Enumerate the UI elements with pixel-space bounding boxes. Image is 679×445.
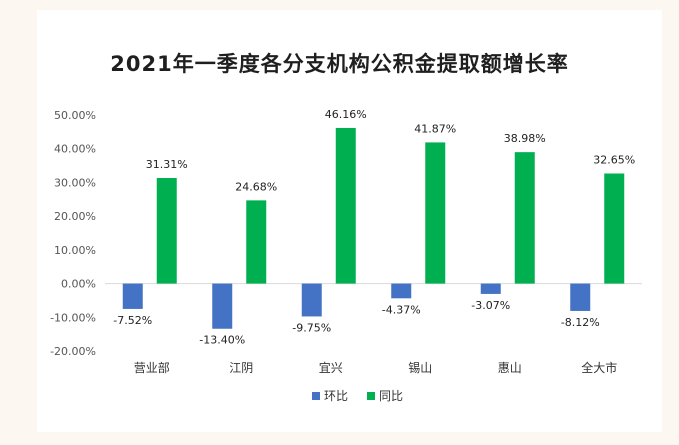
data-label: -7.52% <box>113 314 152 327</box>
legend-swatch <box>367 392 375 400</box>
chart-title: 2021年一季度各分支机构公积金提取额增长率 <box>110 52 569 76</box>
category-label: 营业部 <box>134 360 170 375</box>
y-tick-label: -10.00% <box>50 311 96 324</box>
y-tick-label: -20.00% <box>50 345 96 358</box>
y-tick-label: 10.00% <box>54 244 96 257</box>
data-label: 41.87% <box>414 122 456 135</box>
y-tick-label: 40.00% <box>54 143 96 156</box>
bar-mom <box>212 283 233 329</box>
data-label: 32.65% <box>593 153 635 166</box>
bar-mom <box>570 283 591 311</box>
data-label: -13.40% <box>199 334 245 347</box>
bar-mom <box>122 283 143 309</box>
bar-yoy <box>335 127 356 284</box>
legend-swatch <box>312 392 320 400</box>
legend-label: 同比 <box>379 389 403 403</box>
data-label: 31.31% <box>146 158 188 171</box>
legend-label: 环比 <box>324 389 348 403</box>
category-label: 惠山 <box>498 361 522 375</box>
bar-yoy <box>246 200 267 284</box>
category-label: 宜兴 <box>319 360 343 375</box>
y-tick-label: 20.00% <box>54 210 96 223</box>
category-label: 锡山 <box>408 360 432 375</box>
bar-yoy <box>425 142 446 284</box>
bar-mom <box>301 283 322 317</box>
bar-mom <box>391 283 412 299</box>
data-label: -3.07% <box>471 299 510 312</box>
y-tick-label: 30.00% <box>54 176 96 189</box>
y-tick-label: 50.00% <box>54 109 96 122</box>
data-label: -9.75% <box>292 321 331 334</box>
data-label: 46.16% <box>325 108 367 121</box>
data-label: 38.98% <box>504 132 546 145</box>
bar-yoy <box>604 173 625 284</box>
y-tick-label: 0.00% <box>61 278 96 291</box>
data-label: -8.12% <box>561 316 600 329</box>
category-label: 全大市 <box>581 360 617 375</box>
bar-yoy <box>156 178 177 284</box>
data-label: -4.37% <box>382 303 421 316</box>
data-label: 24.68% <box>235 180 277 193</box>
bar-mom <box>480 283 501 294</box>
bar-yoy <box>514 152 535 284</box>
category-label: 江阴 <box>229 361 253 375</box>
